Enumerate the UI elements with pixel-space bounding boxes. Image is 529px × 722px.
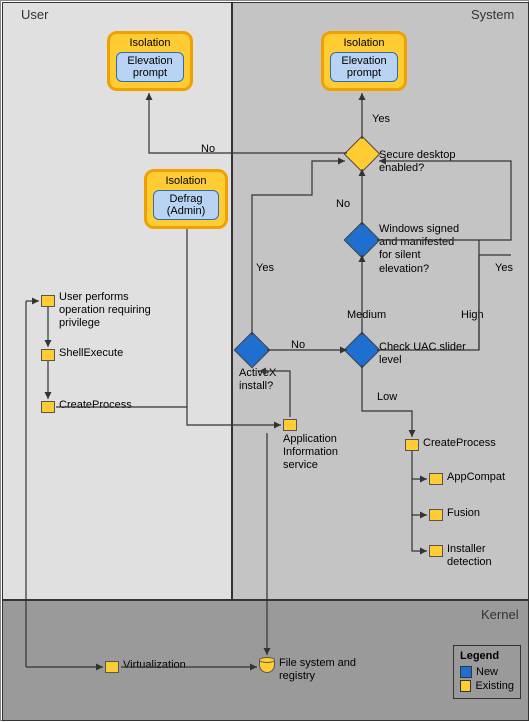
- label-uac: Check UAC sliderlevel: [379, 341, 479, 367]
- legend-swatch-existing: [460, 680, 471, 692]
- isolation-defrag-inner: Defrag(Admin): [153, 190, 219, 220]
- edge-no-secure: No: [201, 143, 215, 155]
- region-label-system: System: [471, 7, 514, 22]
- label-activex: ActiveXinstall?: [239, 367, 289, 393]
- label-user-op: User performsoperation requiringprivileg…: [59, 291, 169, 331]
- label-appinfo: ApplicationInformationservice: [283, 433, 353, 473]
- edge-low: Low: [377, 391, 397, 403]
- region-label-kernel: Kernel: [481, 607, 519, 622]
- label-fusion: Fusion: [447, 507, 480, 520]
- edge-yes-signed: Yes: [495, 262, 513, 274]
- legend-title: Legend: [460, 650, 514, 662]
- edge-yes-secure: Yes: [372, 113, 390, 125]
- label-filesystem: File system andregistry: [279, 657, 369, 683]
- box-appinfo: [283, 419, 297, 431]
- legend-swatch-new: [460, 666, 472, 678]
- label-secure: Secure desktopenabled?: [379, 149, 471, 175]
- edge-no-signed: No: [336, 198, 350, 210]
- label-appcompat: AppCompat: [447, 471, 505, 484]
- cylinder-top: [259, 657, 275, 663]
- box-createproc-user: [41, 401, 55, 413]
- edge-high: High: [461, 309, 484, 321]
- isolation-user-inner: Elevationprompt: [116, 52, 184, 82]
- isolation-user-title: Isolation: [110, 37, 190, 49]
- label-virtualization: Virtualization: [123, 659, 186, 672]
- box-createproc-sys: [405, 439, 419, 451]
- region-label-user: User: [21, 7, 48, 22]
- box-shellexec: [41, 349, 55, 361]
- box-appcompat: [429, 473, 443, 485]
- legend-existing: Existing: [475, 680, 514, 692]
- box-virtualization: [105, 661, 119, 673]
- edge-yes-activex: Yes: [256, 262, 274, 274]
- isolation-defrag: Isolation Defrag(Admin): [144, 169, 228, 229]
- label-createproc-user: CreateProcess: [59, 399, 132, 412]
- isolation-defrag-title: Isolation: [147, 175, 225, 187]
- label-signed: Windows signedand manifestedfor silentel…: [379, 223, 479, 276]
- edge-no-activex: No: [291, 339, 305, 351]
- region-system: [232, 2, 529, 600]
- box-fusion: [429, 509, 443, 521]
- box-installer: [429, 545, 443, 557]
- isolation-system: Isolation Elevationprompt: [321, 31, 407, 91]
- legend-new: New: [476, 666, 498, 678]
- label-createproc-sys: CreateProcess: [423, 437, 496, 450]
- edge-medium: Medium: [347, 309, 386, 321]
- isolation-system-title: Isolation: [324, 37, 404, 49]
- legend: Legend New Existing: [453, 645, 521, 699]
- box-user-op: [41, 295, 55, 307]
- isolation-system-inner: Elevationprompt: [330, 52, 398, 82]
- isolation-user: Isolation Elevationprompt: [107, 31, 193, 91]
- label-shellexec: ShellExecute: [59, 347, 123, 360]
- label-installer: Installerdetection: [447, 543, 507, 569]
